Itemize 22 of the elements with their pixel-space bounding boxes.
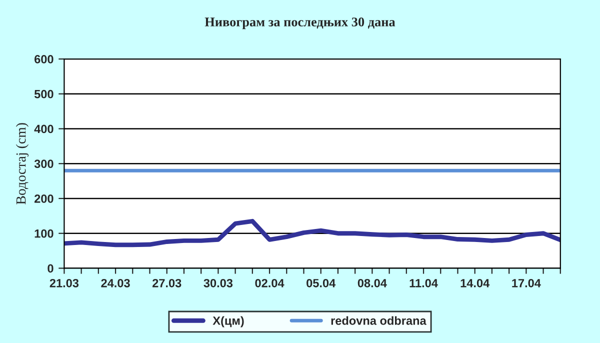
x-tick-label: 11.04 [410,278,438,288]
legend-label: X(цм) [212,316,244,328]
chart-title: Нивограм за последњих 30 дана [204,18,396,30]
y-tick-label: 300 [34,160,54,168]
x-tick-label: 30.03 [204,278,233,288]
y-tick-label: 400 [34,124,54,134]
x-tick-label: 05.04 [306,278,336,288]
x-tick-label: 24.03 [101,278,130,288]
y-axis-title: Водостај (cm) [16,123,29,204]
x-tick-label: 27.03 [152,278,182,288]
x-tick-label: 08.04 [358,278,387,288]
x-tick-label: 17.04 [512,278,541,288]
y-tick-label: 500 [34,90,54,98]
y-tick-label: 100 [34,229,54,238]
x-tick-label: 02.04 [255,278,284,288]
line-series [64,218,560,248]
x-tick-label: 21.03 [50,278,79,288]
legend-label: redovna odbrana [331,316,426,325]
x-tick-label: 14.04 [460,278,490,288]
y-tick-label: 600 [34,55,54,64]
y-tick-label: 0 [48,264,54,273]
y-tick-label: 200 [34,194,54,203]
